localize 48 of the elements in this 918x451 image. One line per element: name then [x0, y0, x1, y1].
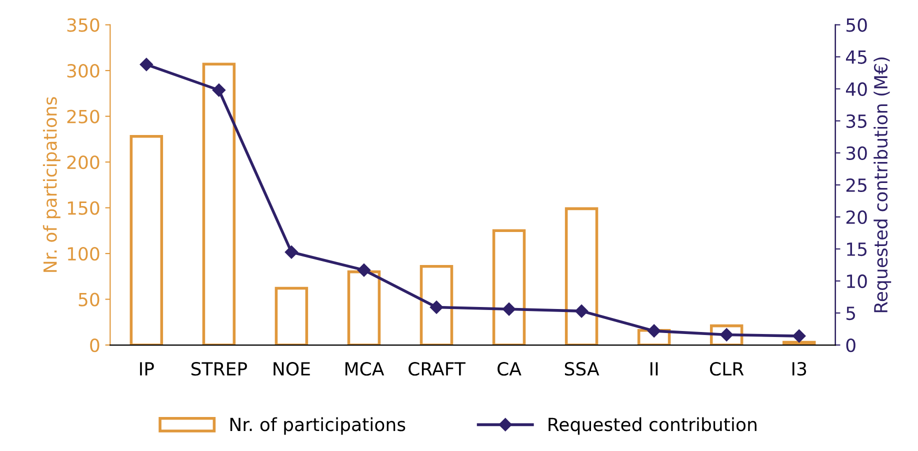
- point: [574, 304, 588, 318]
- y2-tick-label: 30: [846, 146, 867, 160]
- y2-tick-label: 45: [846, 50, 866, 64]
- bar: [130, 135, 164, 346]
- x-tick-label: MCA: [345, 362, 384, 376]
- y-tick-label: 100: [68, 246, 100, 261]
- y-tick-label: 300: [67, 64, 100, 78]
- bar: [347, 270, 381, 346]
- y2-tick-label: 5: [846, 306, 856, 320]
- y-axis-title: Nr. of participations: [42, 97, 60, 272]
- y2-tick-label: 0: [846, 338, 856, 352]
- y-tick-label: 350: [67, 18, 100, 32]
- y2-tick-label: 10: [847, 274, 867, 288]
- y-tick-label: 200: [67, 155, 100, 170]
- y2-tick-label: 50: [846, 18, 867, 32]
- y2-tick-label: 35: [846, 114, 866, 128]
- x-tick-label: STREP: [191, 362, 247, 376]
- y2-tick-label: 20: [846, 210, 867, 224]
- point: [212, 84, 226, 97]
- y-tick-label: 0: [90, 338, 100, 352]
- bar: [420, 264, 454, 346]
- y2-tick-label: 25: [846, 178, 866, 192]
- x-tick-label: IP: [140, 362, 154, 376]
- bar: [274, 286, 308, 346]
- y-tick-label: 50: [78, 292, 100, 306]
- x-tick-label: CA: [498, 362, 522, 376]
- bar: [564, 207, 598, 346]
- x-tick-label: NOE: [274, 362, 310, 376]
- point: [357, 264, 371, 277]
- y2-tick-label: 15: [847, 242, 866, 256]
- point: [140, 58, 154, 72]
- y2-axis-title: Requested contribution (M€): [874, 57, 892, 312]
- legend-label: Nr. of participations: [230, 417, 406, 435]
- y-tick-label: 150: [68, 201, 100, 215]
- point: [502, 302, 516, 316]
- point: [430, 300, 444, 314]
- x-tick-label: CLR: [710, 362, 744, 376]
- x-tick-label: I3: [792, 362, 806, 376]
- x-tick-label: SSA: [564, 362, 600, 376]
- bar: [202, 62, 236, 346]
- y2-tick-label: 40: [846, 82, 867, 96]
- y-tick-label: 250: [67, 110, 100, 124]
- legend-label: Requested contribution: [548, 417, 756, 435]
- x-tick-label: II: [650, 362, 658, 376]
- point: [284, 246, 298, 259]
- x-tick-label: CRAFT: [408, 362, 466, 376]
- point: [792, 329, 806, 343]
- bar: [492, 229, 526, 346]
